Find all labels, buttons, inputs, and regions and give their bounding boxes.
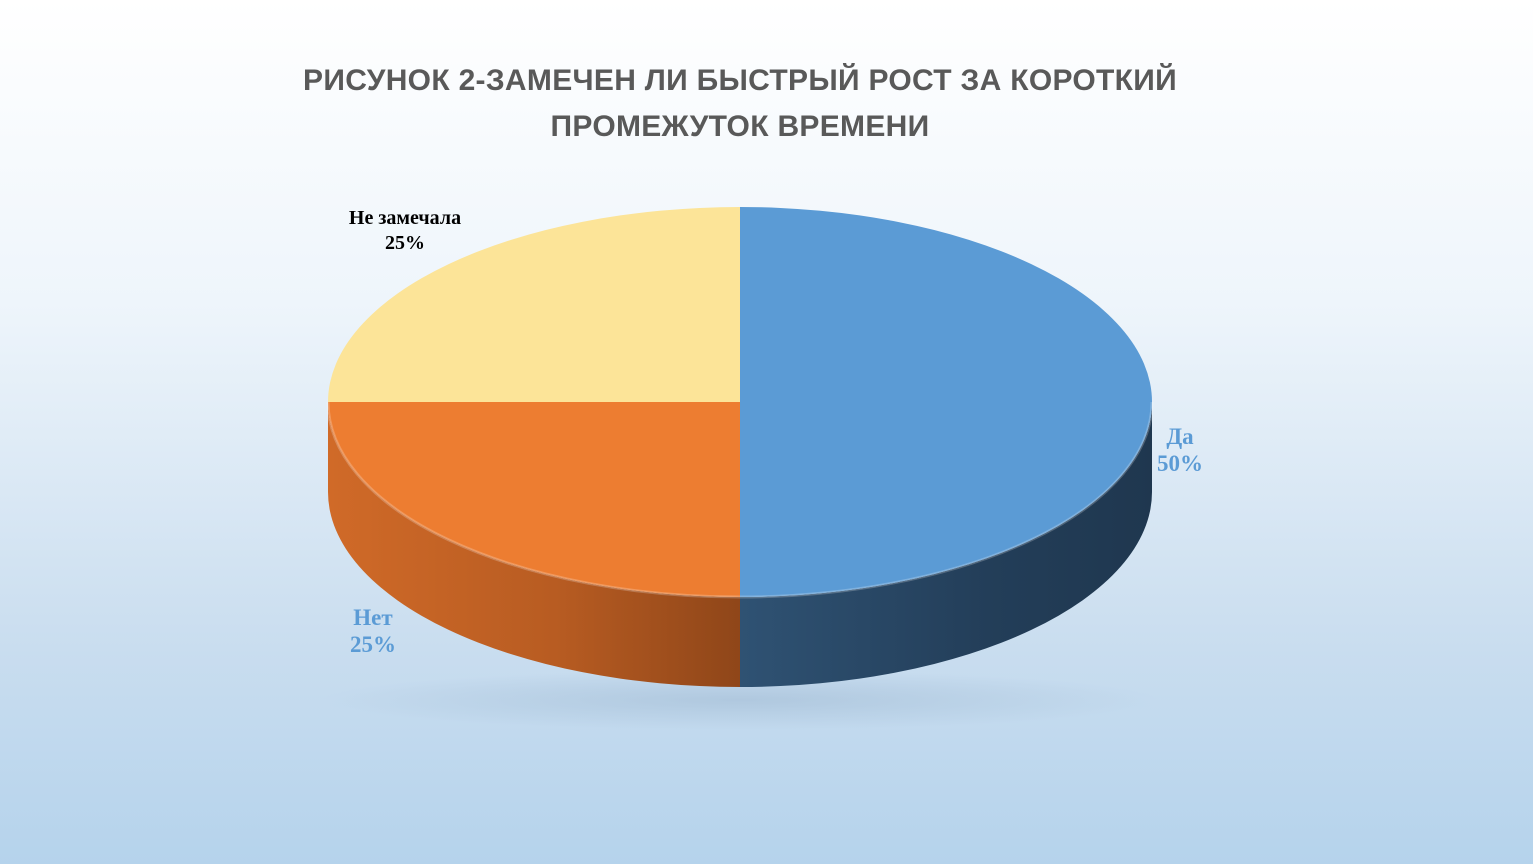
pie-slice-yes bbox=[740, 207, 1152, 597]
data-label-no-name: Нет bbox=[353, 605, 393, 630]
pie-shadow bbox=[320, 670, 1160, 730]
data-label-yes-name: Да bbox=[1166, 424, 1194, 449]
data-label-not-noticed: Не замечала 25% bbox=[320, 206, 490, 256]
pie-slice-not-noticed bbox=[328, 207, 740, 402]
pie-tops bbox=[326, 207, 1154, 599]
pie-side-no bbox=[328, 402, 740, 687]
pie-sides bbox=[328, 402, 1152, 687]
data-label-no: Нет 25% bbox=[333, 604, 413, 658]
data-label-not-noticed-percent: 25% bbox=[385, 232, 425, 254]
pie-side-yes bbox=[740, 402, 1152, 687]
data-label-no-percent: 25% bbox=[350, 632, 396, 657]
chart-title-line-1: РИСУНОК 2-ЗАМЕЧЕН ЛИ БЫСТРЫЙ РОСТ ЗА КОР… bbox=[303, 64, 1177, 97]
data-label-yes: Да 50% bbox=[1140, 423, 1220, 477]
data-label-yes-percent: 50% bbox=[1157, 451, 1203, 476]
pie-slice-no bbox=[328, 402, 740, 597]
pie-rim-highlight bbox=[326, 401, 1154, 599]
chart-title: РИСУНОК 2-ЗАМЕЧЕН ЛИ БЫСТРЫЙ РОСТ ЗА КОР… bbox=[230, 58, 1250, 150]
data-label-not-noticed-name: Не замечала bbox=[348, 207, 462, 229]
chart-title-line-2: ПРОМЕЖУТОК ВРЕМЕНИ bbox=[550, 110, 930, 143]
